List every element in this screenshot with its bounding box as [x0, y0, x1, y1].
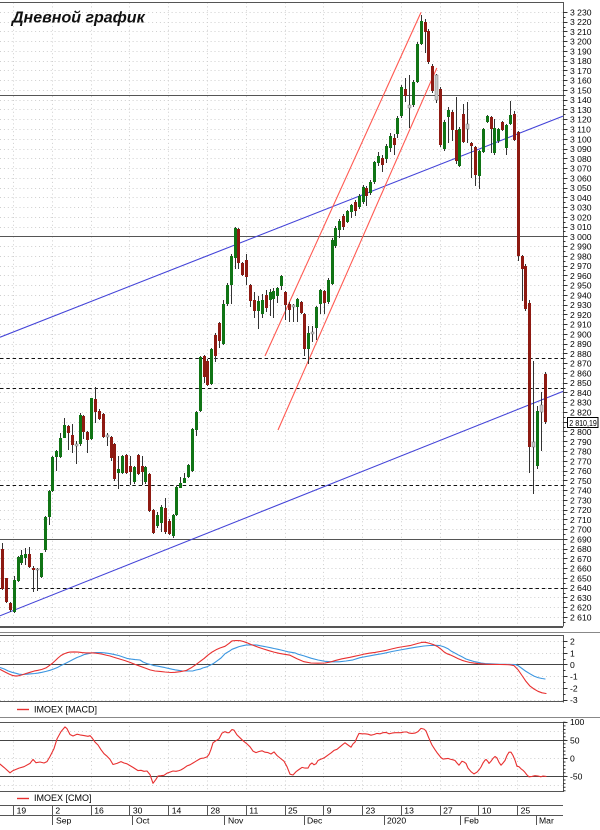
svg-text:Oct: Oct — [136, 815, 150, 825]
svg-text:-3: -3 — [570, 695, 578, 705]
svg-text:3 120: 3 120 — [570, 115, 592, 125]
svg-text:2 910: 2 910 — [570, 320, 592, 330]
svg-text:-1: -1 — [570, 672, 578, 682]
svg-text:3 050: 3 050 — [570, 183, 592, 193]
svg-text:2 750: 2 750 — [570, 476, 592, 486]
svg-text:2 640: 2 640 — [570, 583, 592, 593]
svg-text:-2: -2 — [570, 683, 578, 693]
svg-text:16: 16 — [94, 805, 104, 815]
svg-text:2 780: 2 780 — [570, 447, 592, 457]
svg-text:25: 25 — [521, 805, 531, 815]
svg-text:3 040: 3 040 — [570, 193, 592, 203]
svg-text:IMOEX [MACD]: IMOEX [MACD] — [34, 705, 97, 715]
svg-text:2: 2 — [55, 805, 60, 815]
svg-text:3 000: 3 000 — [570, 232, 592, 242]
svg-text:Nov: Nov — [228, 815, 244, 825]
svg-text:9: 9 — [327, 805, 332, 815]
svg-text:3 080: 3 080 — [570, 154, 592, 164]
svg-text:0: 0 — [570, 660, 575, 670]
svg-text:3 150: 3 150 — [570, 86, 592, 96]
svg-text:2 610: 2 610 — [570, 612, 592, 622]
svg-text:2 700: 2 700 — [570, 525, 592, 535]
svg-text:2 710: 2 710 — [570, 515, 592, 525]
svg-text:2 650: 2 650 — [570, 573, 592, 583]
svg-text:2 840: 2 840 — [570, 388, 592, 398]
svg-text:2 870: 2 870 — [570, 359, 592, 369]
svg-text:3 110: 3 110 — [570, 125, 591, 135]
svg-text:Dec: Dec — [307, 815, 323, 825]
svg-text:2 860: 2 860 — [570, 368, 592, 378]
svg-text:0: 0 — [570, 753, 575, 763]
svg-text:2 940: 2 940 — [570, 290, 592, 300]
svg-text:2 810,19: 2 810,19 — [569, 418, 597, 428]
svg-text:IMOEX [CMO]: IMOEX [CMO] — [34, 793, 92, 803]
svg-text:27: 27 — [443, 805, 453, 815]
svg-text:23: 23 — [366, 805, 376, 815]
svg-text:2 880: 2 880 — [570, 349, 592, 359]
svg-text:2 970: 2 970 — [570, 261, 592, 271]
svg-text:2 820: 2 820 — [570, 408, 592, 418]
svg-text:3 160: 3 160 — [570, 76, 592, 86]
svg-text:30: 30 — [133, 805, 143, 815]
svg-text:2020: 2020 — [387, 815, 406, 825]
svg-text:2 890: 2 890 — [570, 339, 592, 349]
svg-text:Sep: Sep — [56, 815, 72, 825]
svg-text:Feb: Feb — [464, 815, 479, 825]
svg-text:2 930: 2 930 — [570, 300, 592, 310]
svg-text:2: 2 — [570, 637, 575, 647]
svg-text:-50: -50 — [570, 771, 583, 781]
svg-text:2 900: 2 900 — [570, 329, 592, 339]
svg-text:100: 100 — [570, 717, 585, 727]
svg-text:2 660: 2 660 — [570, 564, 592, 574]
svg-text:1: 1 — [570, 648, 575, 658]
svg-text:2 740: 2 740 — [570, 486, 592, 496]
svg-text:2 630: 2 630 — [570, 593, 592, 603]
svg-text:3 230: 3 230 — [570, 7, 592, 17]
svg-text:2 620: 2 620 — [570, 603, 592, 613]
svg-text:3 220: 3 220 — [570, 17, 592, 27]
svg-text:3 070: 3 070 — [570, 164, 592, 174]
svg-text:50: 50 — [570, 735, 580, 745]
svg-text:Дневной график: Дневной график — [10, 10, 146, 27]
svg-text:3 200: 3 200 — [570, 37, 592, 47]
svg-text:2 670: 2 670 — [570, 554, 592, 564]
svg-text:3 180: 3 180 — [570, 56, 592, 66]
svg-text:2 960: 2 960 — [570, 271, 592, 281]
svg-text:2 690: 2 690 — [570, 534, 592, 544]
svg-text:3 190: 3 190 — [570, 46, 592, 56]
svg-text:3 130: 3 130 — [570, 105, 592, 115]
svg-text:2 680: 2 680 — [570, 544, 592, 554]
svg-text:10: 10 — [482, 805, 492, 815]
svg-text:2 770: 2 770 — [570, 456, 592, 466]
svg-text:2 920: 2 920 — [570, 310, 592, 320]
svg-text:2 800: 2 800 — [570, 427, 592, 437]
svg-text:2 720: 2 720 — [570, 505, 592, 515]
svg-text:2 950: 2 950 — [570, 281, 592, 291]
svg-text:2 980: 2 980 — [570, 251, 592, 261]
svg-text:3 100: 3 100 — [570, 134, 592, 144]
svg-text:28: 28 — [211, 805, 221, 815]
svg-text:11: 11 — [249, 805, 258, 815]
svg-text:3 020: 3 020 — [570, 212, 592, 222]
svg-text:Mar: Mar — [539, 815, 554, 825]
svg-text:2 730: 2 730 — [570, 495, 592, 505]
svg-text:2 760: 2 760 — [570, 466, 592, 476]
svg-text:3 140: 3 140 — [570, 95, 592, 105]
svg-text:3 060: 3 060 — [570, 173, 592, 183]
svg-text:2 790: 2 790 — [570, 437, 592, 447]
svg-text:19: 19 — [17, 805, 27, 815]
svg-text:3 210: 3 210 — [570, 27, 592, 37]
svg-text:3 010: 3 010 — [570, 222, 592, 232]
svg-text:25: 25 — [288, 805, 298, 815]
svg-text:2 990: 2 990 — [570, 242, 592, 252]
svg-text:2 850: 2 850 — [570, 378, 592, 388]
svg-text:3 170: 3 170 — [570, 66, 592, 76]
svg-text:14: 14 — [172, 805, 182, 815]
svg-text:3 090: 3 090 — [570, 144, 592, 154]
svg-text:2 830: 2 830 — [570, 398, 592, 408]
svg-text:13: 13 — [404, 805, 414, 815]
svg-text:3 030: 3 030 — [570, 203, 592, 213]
